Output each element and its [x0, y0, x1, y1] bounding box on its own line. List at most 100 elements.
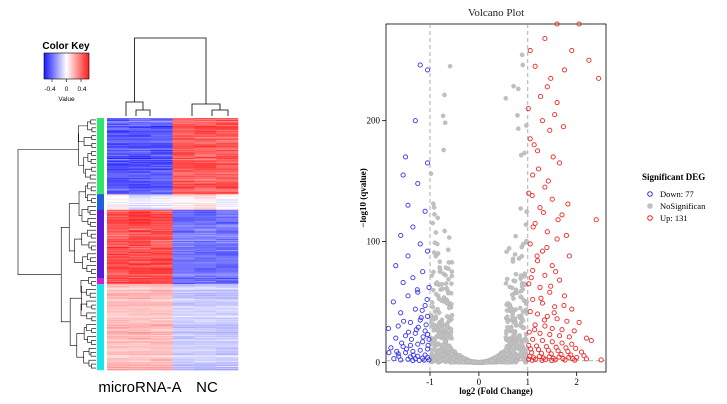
heatmap-cell	[128, 275, 151, 277]
heatmap-cell	[150, 163, 173, 166]
point-nonsignificant	[431, 250, 437, 255]
heatmap-cell	[128, 367, 151, 369]
heatmap-cell	[128, 239, 151, 241]
point-nonsignificant	[433, 230, 439, 235]
point-nonsignificant	[510, 259, 516, 264]
heatmap-cell	[172, 267, 195, 269]
heatmap-cell	[216, 301, 239, 303]
point-down	[420, 334, 426, 340]
heatmap-cell	[150, 278, 173, 280]
heatmap-cell	[216, 228, 239, 230]
heatmap-cell	[128, 241, 151, 243]
heatmap-cell	[107, 171, 130, 173]
heatmap-cell	[172, 134, 195, 136]
heatmap-cell	[172, 128, 195, 131]
heatmap-cell	[172, 355, 195, 357]
heatmap-cell	[216, 288, 239, 291]
heatmap-cell	[194, 236, 217, 238]
point-nonsignificant	[443, 272, 448, 278]
heatmap-cell	[128, 330, 151, 333]
heatmap-cell	[107, 200, 130, 202]
heatmap-cell	[128, 220, 151, 222]
heatmap-cell	[128, 128, 151, 131]
point-nonsignificant	[519, 52, 525, 58]
heatmap-cell	[216, 177, 239, 179]
heatmap-cell	[172, 179, 195, 181]
point-up	[579, 349, 585, 355]
heatmap-cell	[150, 316, 173, 318]
heatmap-cell	[172, 211, 195, 214]
heatmap-cell	[194, 122, 217, 125]
heatmap-cell	[172, 307, 195, 309]
heatmap-cell	[216, 129, 239, 131]
point-nonsignificant	[432, 212, 437, 217]
heatmap-cell	[216, 146, 239, 148]
heatmap-cell	[128, 244, 151, 247]
heatmap-cell	[194, 128, 217, 131]
heatmap-cell	[194, 270, 217, 272]
heatmap-cell	[194, 306, 217, 308]
heatmap-cell	[150, 184, 173, 186]
heatmap-cell	[216, 163, 239, 166]
heatmap-cell	[128, 280, 151, 282]
heatmap-cell	[107, 338, 130, 341]
heatmap-cell	[128, 148, 151, 150]
heatmap-cell	[172, 254, 195, 257]
heatmap-cell	[107, 161, 130, 164]
heatmap-cell	[216, 363, 239, 365]
heatmap-cell	[194, 345, 217, 347]
heatmap-cell	[128, 242, 151, 244]
heatmap-cell	[107, 124, 130, 127]
heatmap-cell	[128, 268, 151, 270]
heatmap-cell	[216, 334, 239, 337]
heatmap-cell	[216, 269, 239, 271]
heatmap-cell	[107, 229, 130, 231]
heatmap-cell	[107, 128, 130, 131]
heatmap-cell	[128, 140, 151, 142]
heatmap-cell	[128, 323, 151, 325]
heatmap-cell	[107, 220, 130, 222]
heatmap-cell	[172, 212, 195, 215]
heatmap-cell	[172, 248, 195, 251]
heatmap-cell	[194, 290, 217, 293]
heatmap-cell	[107, 175, 130, 177]
heatmap-cell	[216, 275, 239, 277]
point-up	[539, 300, 545, 306]
heatmap-cell	[107, 228, 130, 230]
heatmap-cell	[172, 222, 195, 224]
heatmap-cell	[216, 180, 239, 182]
heatmap-cell	[216, 123, 239, 126]
heatmap-cell	[172, 287, 195, 290]
heatmap-cell	[128, 263, 151, 265]
heatmap-cell	[172, 189, 195, 191]
heatmap-cell	[194, 234, 217, 236]
heatmap-cell	[216, 208, 239, 211]
heatmap-cell	[128, 264, 151, 266]
heatmap-cell	[172, 367, 195, 369]
heatmap-cell	[194, 250, 217, 253]
point-nonsignificant	[431, 337, 436, 343]
heatmap-cell	[216, 256, 239, 258]
heatmap-cell	[172, 197, 195, 199]
heatmap-cell	[107, 160, 130, 163]
heatmap-cell	[150, 220, 173, 222]
point-up	[571, 328, 577, 334]
heatmap-cell	[172, 342, 195, 344]
heatmap-cell	[172, 159, 195, 161]
heatmap-cell	[194, 203, 217, 206]
heatmap-cell	[172, 301, 195, 303]
heatmap-cell	[107, 277, 130, 279]
heatmap-cell	[107, 273, 130, 275]
heatmap-cell	[194, 336, 217, 339]
heatmap-cell	[128, 142, 151, 144]
heatmap-cell	[150, 195, 173, 197]
heatmap-cell	[216, 161, 239, 164]
heatmap-cell	[172, 120, 195, 123]
heatmap-cell	[107, 341, 130, 343]
heatmap-cell	[194, 147, 217, 149]
heatmap-cell	[194, 164, 217, 167]
heatmap-cell	[172, 297, 195, 299]
heatmap-cell	[150, 127, 173, 130]
heatmap-cell	[150, 123, 173, 126]
heatmap-cell	[216, 293, 239, 296]
